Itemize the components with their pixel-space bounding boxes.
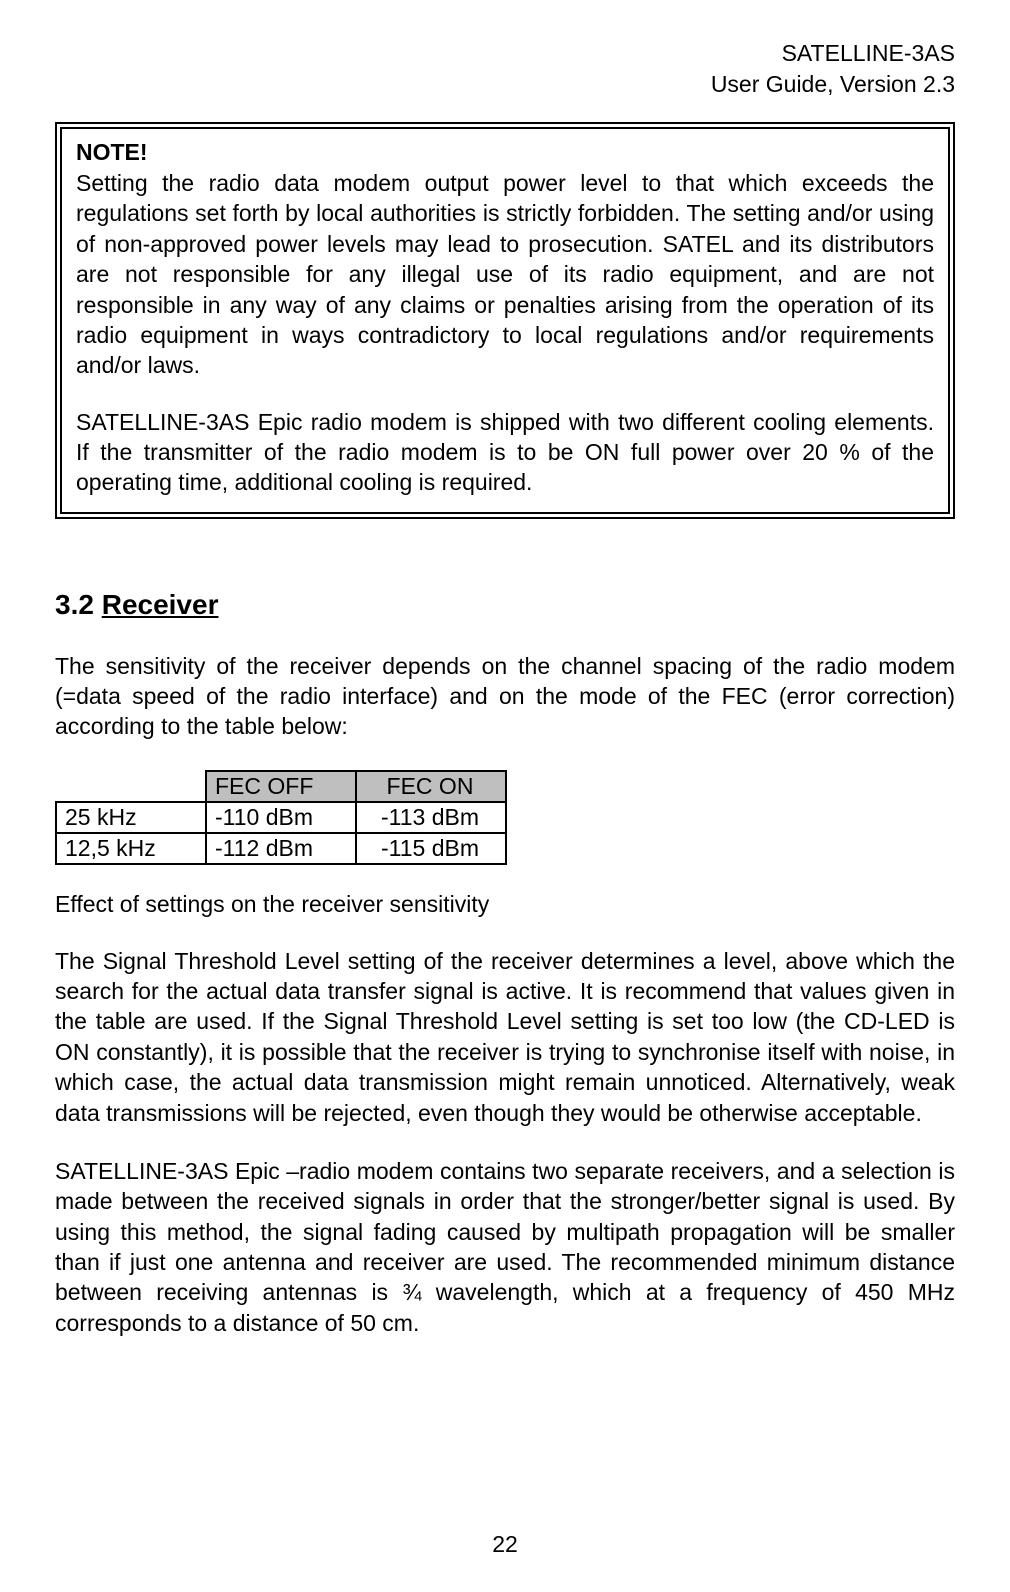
note-paragraph-2: SATELLINE-3AS Epic radio modem is shippe… (76, 407, 934, 498)
table-row: 25 kHz -110 dBm -113 dBm (56, 802, 506, 833)
table-cell: -113 dBm (356, 802, 506, 833)
page-header: SATELLINE-3AS User Guide, Version 2.3 (55, 38, 955, 100)
section-paragraph-2: The Signal Threshold Level setting of th… (55, 946, 955, 1128)
table-header-row: FEC OFF FEC ON (56, 771, 506, 802)
section-paragraph-3: SATELLINE-3AS Epic –radio modem contains… (55, 1156, 955, 1338)
section-heading: 3.2 Receiver (55, 589, 955, 621)
header-line-1: SATELLINE-3AS (55, 38, 955, 69)
note-box-inner: NOTE! Setting the radio data modem outpu… (60, 127, 950, 514)
table-caption: Effect of settings on the receiver sensi… (55, 891, 955, 918)
section-title: Receiver (102, 589, 219, 620)
table-cell: -115 dBm (356, 833, 506, 864)
note-title: NOTE! (76, 139, 934, 166)
section-number: 3.2 (55, 589, 94, 620)
note-paragraph-1: Setting the radio data modem output powe… (76, 168, 934, 381)
note-box: NOTE! Setting the radio data modem outpu… (55, 122, 955, 519)
table-header-fec-off: FEC OFF (206, 771, 356, 802)
table-header-fec-on: FEC ON (356, 771, 506, 802)
table-cell: 12,5 kHz (56, 833, 206, 864)
sensitivity-table: FEC OFF FEC ON 25 kHz -110 dBm -113 dBm … (55, 770, 507, 865)
section-intro: The sensitivity of the receiver depends … (55, 651, 955, 742)
page-number: 22 (0, 1531, 1010, 1558)
table-cell: 25 kHz (56, 802, 206, 833)
table-row: 12,5 kHz -112 dBm -115 dBm (56, 833, 506, 864)
table-cell: -110 dBm (206, 802, 356, 833)
header-line-2: User Guide, Version 2.3 (55, 69, 955, 100)
table-header-blank (56, 771, 206, 802)
table-cell: -112 dBm (206, 833, 356, 864)
